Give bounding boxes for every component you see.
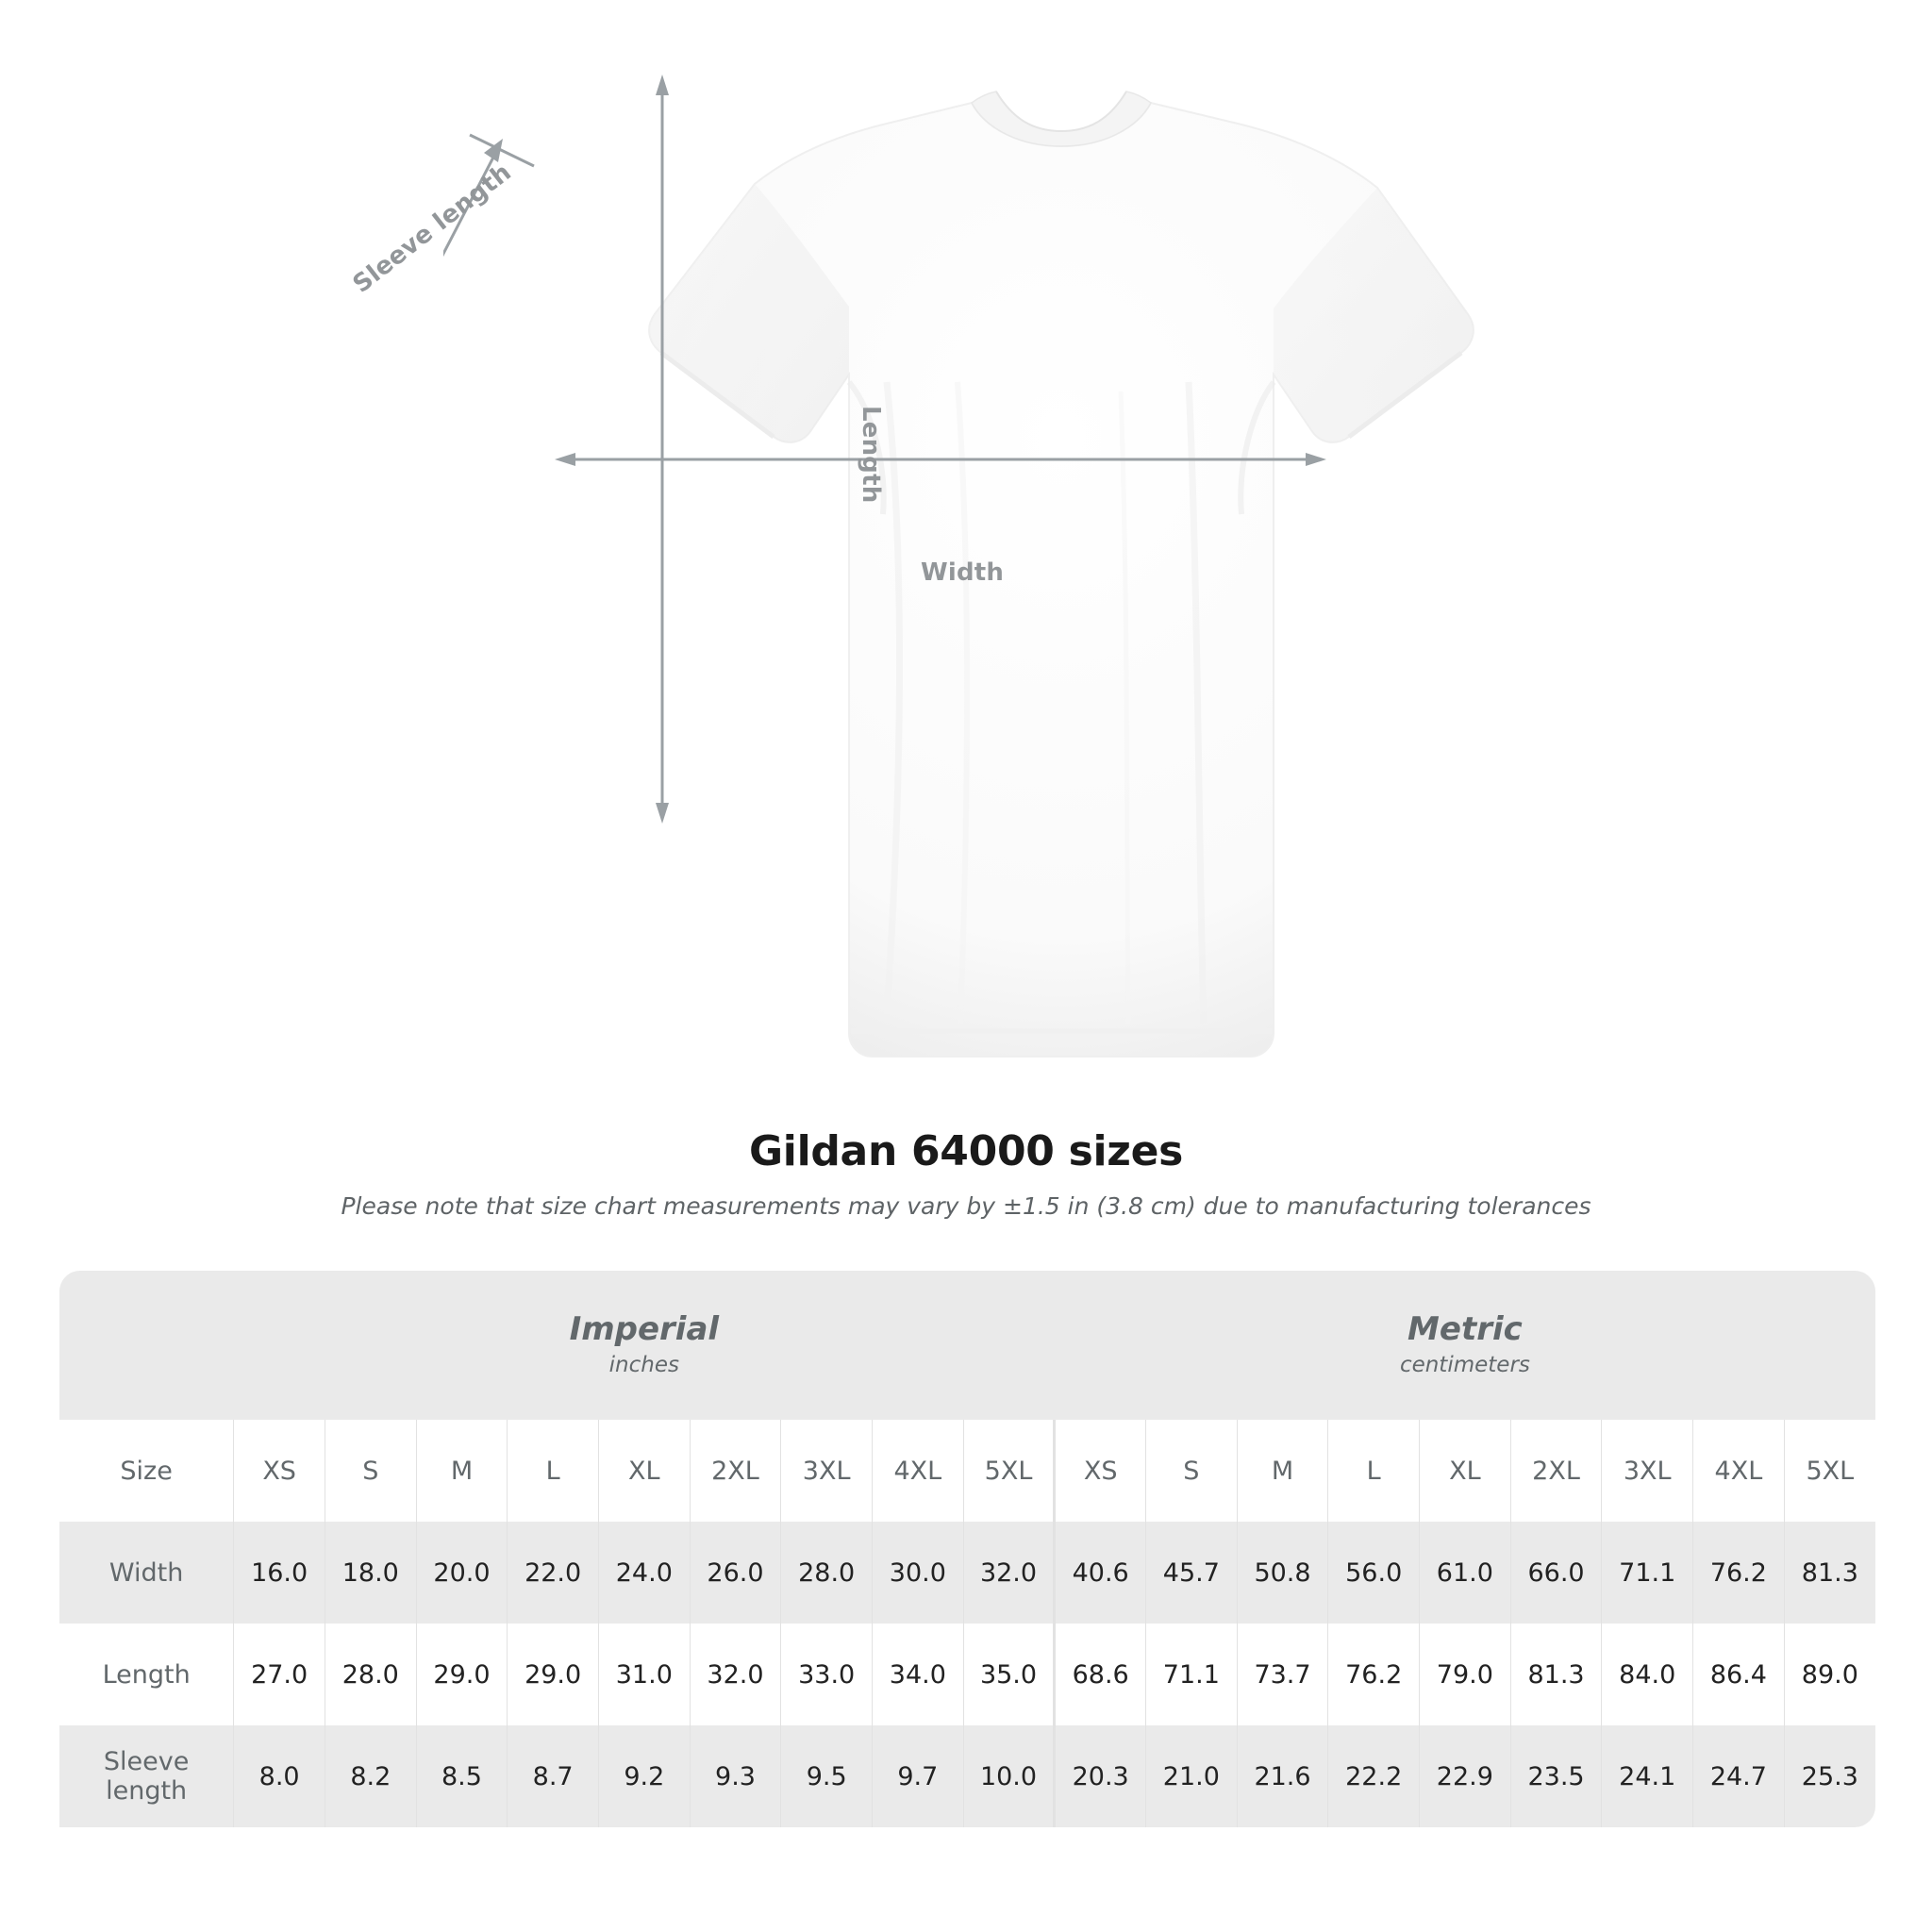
table-cell: 71.1 <box>1145 1624 1238 1725</box>
tshirt-illustration <box>443 71 1500 1099</box>
table-cell: 10.0 <box>962 1725 1055 1827</box>
size-header-imperial-m: M <box>415 1420 508 1522</box>
table-cell: 34.0 <box>872 1624 964 1725</box>
table-corner-size-label: Size <box>59 1420 234 1522</box>
table-cell: 89.0 <box>1783 1624 1875 1725</box>
dimension-lines <box>443 75 1326 824</box>
table-cell: 24.7 <box>1692 1725 1785 1827</box>
table-cell: 31.0 <box>597 1624 691 1725</box>
size-header-metric-s: S <box>1145 1420 1238 1522</box>
row-header-width: Width <box>59 1522 234 1624</box>
table-cell: 35.0 <box>962 1624 1055 1725</box>
group-header-metric: Metric centimeters <box>1054 1271 1875 1420</box>
group-unit-imperial: inches <box>608 1353 679 1377</box>
size-header-metric-xs: XS <box>1053 1420 1146 1522</box>
table-cell: 20.3 <box>1053 1725 1146 1827</box>
table-cell: 24.0 <box>597 1522 691 1624</box>
size-header-metric-l: L <box>1327 1420 1420 1522</box>
table-cell: 23.5 <box>1509 1725 1602 1827</box>
table-cell: 32.0 <box>962 1522 1055 1624</box>
table-cell: 79.0 <box>1419 1624 1511 1725</box>
table-cell: 9.2 <box>597 1725 691 1827</box>
table-cell: 9.5 <box>780 1725 873 1827</box>
group-header-spacer <box>59 1271 234 1420</box>
table-cell: 81.3 <box>1509 1624 1602 1725</box>
length-dimension-label: Length <box>857 406 885 504</box>
size-header-imperial-2xl: 2XL <box>689 1420 781 1522</box>
size-header-metric-xl: XL <box>1419 1420 1511 1522</box>
table-cell: 84.0 <box>1601 1624 1693 1725</box>
table-cell: 22.9 <box>1419 1725 1511 1827</box>
table-cell: 27.0 <box>233 1624 325 1725</box>
table-cell: 21.6 <box>1236 1725 1328 1827</box>
page-title: Gildan 64000 sizes <box>748 1127 1184 1175</box>
table-cell: 28.0 <box>780 1522 873 1624</box>
table-row: Sleeve length 8.0 8.2 8.5 8.7 9.2 9.3 9.5 9.7 10.… <box>59 1725 1875 1827</box>
table-cell: 24.1 <box>1601 1725 1693 1827</box>
width-dimension-label: Width <box>921 558 1005 587</box>
table-cell: 8.0 <box>233 1725 325 1827</box>
table-cell: 30.0 <box>872 1522 964 1624</box>
table-cell: 76.2 <box>1692 1522 1785 1624</box>
size-chart-table: Imperial inches Metric centimeters Size XS S M L… <box>59 1271 1875 1827</box>
table-cell: 8.7 <box>507 1725 599 1827</box>
size-header-imperial-3xl: 3XL <box>780 1420 873 1522</box>
tshirt-measurement-diagram: Sleeve length Length Width <box>347 71 1500 1099</box>
tshirt-svg <box>443 75 1474 1058</box>
table-group-header-row: Imperial inches Metric centimeters <box>59 1271 1875 1420</box>
size-header-imperial-4xl: 4XL <box>872 1420 964 1522</box>
table-cell: 29.0 <box>415 1624 508 1725</box>
table-cell: 56.0 <box>1327 1522 1420 1624</box>
table-cell: 8.5 <box>415 1725 508 1827</box>
group-name-imperial: Imperial <box>569 1309 720 1348</box>
size-header-imperial-s: S <box>324 1420 417 1522</box>
group-header-imperial: Imperial inches <box>233 1271 1055 1420</box>
group-name-metric: Metric <box>1407 1309 1523 1348</box>
row-header-length: Length <box>59 1624 234 1725</box>
size-header-metric-4xl: 4XL <box>1692 1420 1785 1522</box>
table-cell: 29.0 <box>507 1624 599 1725</box>
group-unit-metric: centimeters <box>1399 1353 1530 1377</box>
table-row: Width 16.0 18.0 20.0 22.0 24.0 26.0 28.0 30.0 32.… <box>59 1522 1875 1624</box>
table-size-header-row: Size XS S M L XL 2XL 3XL 4XL 5XL XS S M L XL 2XL 3XL 4XL 5… <box>59 1420 1875 1522</box>
size-chart-table-wrapper: Imperial inches Metric centimeters Size XS S M L… <box>59 1271 1875 1827</box>
size-header-imperial-xl: XL <box>597 1420 691 1522</box>
size-header-imperial-l: L <box>507 1420 599 1522</box>
table-cell: 21.0 <box>1145 1725 1238 1827</box>
table-cell: 68.6 <box>1053 1624 1146 1725</box>
table-cell: 25.3 <box>1783 1725 1875 1827</box>
table-cell: 20.0 <box>415 1522 508 1624</box>
table-cell: 16.0 <box>233 1522 325 1624</box>
table-cell: 50.8 <box>1236 1522 1328 1624</box>
table-cell: 45.7 <box>1145 1522 1238 1624</box>
row-header-sleeve-length: Sleeve length <box>59 1725 234 1827</box>
table-cell: 86.4 <box>1692 1624 1785 1725</box>
page-subtitle: Please note that size chart measurements… <box>341 1192 1591 1220</box>
table-cell: 28.0 <box>324 1624 417 1725</box>
size-header-metric-5xl: 5XL <box>1783 1420 1875 1522</box>
size-header-metric-m: M <box>1236 1420 1328 1522</box>
table-cell: 26.0 <box>689 1522 781 1624</box>
table-cell: 22.2 <box>1327 1725 1420 1827</box>
table-cell: 73.7 <box>1236 1624 1328 1725</box>
table-cell: 81.3 <box>1783 1522 1875 1624</box>
size-header-metric-2xl: 2XL <box>1509 1420 1602 1522</box>
table-cell: 76.2 <box>1327 1624 1420 1725</box>
table-cell: 61.0 <box>1419 1522 1511 1624</box>
chart-heading-block: Gildan 64000 sizes Please note that size… <box>0 1127 1932 1220</box>
table-cell: 32.0 <box>689 1624 781 1725</box>
table-cell: 9.7 <box>872 1725 964 1827</box>
table-cell: 18.0 <box>324 1522 417 1624</box>
table-cell: 71.1 <box>1601 1522 1693 1624</box>
table-cell: 40.6 <box>1053 1522 1146 1624</box>
table-row: Length 27.0 28.0 29.0 29.0 31.0 32.0 33.0 34.0 35… <box>59 1624 1875 1725</box>
table-cell: 33.0 <box>780 1624 873 1725</box>
size-header-metric-3xl: 3XL <box>1601 1420 1693 1522</box>
table-cell: 9.3 <box>689 1725 781 1827</box>
size-header-imperial-xs: XS <box>233 1420 325 1522</box>
table-cell: 8.2 <box>324 1725 417 1827</box>
table-cell: 66.0 <box>1509 1522 1602 1624</box>
size-header-imperial-5xl: 5XL <box>962 1420 1055 1522</box>
table-cell: 22.0 <box>507 1522 599 1624</box>
